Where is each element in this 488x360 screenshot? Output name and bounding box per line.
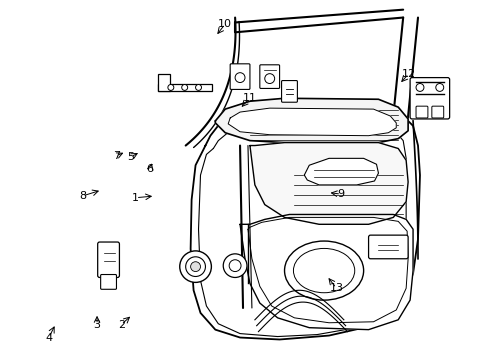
Polygon shape xyxy=(228,108,395,136)
Circle shape xyxy=(195,85,201,90)
Circle shape xyxy=(264,74,274,84)
Circle shape xyxy=(167,85,173,90)
FancyBboxPatch shape xyxy=(259,65,279,89)
Text: 12: 12 xyxy=(401,69,415,79)
Circle shape xyxy=(229,260,241,271)
FancyBboxPatch shape xyxy=(230,64,249,89)
Text: 11: 11 xyxy=(242,94,256,103)
Text: 3: 3 xyxy=(93,320,101,330)
FancyBboxPatch shape xyxy=(415,106,427,118)
Text: 1: 1 xyxy=(132,193,139,203)
FancyBboxPatch shape xyxy=(101,275,116,289)
FancyBboxPatch shape xyxy=(409,78,449,119)
Text: 4: 4 xyxy=(45,333,52,343)
Polygon shape xyxy=(190,103,419,339)
Polygon shape xyxy=(215,98,407,143)
Ellipse shape xyxy=(293,248,354,293)
Polygon shape xyxy=(240,215,412,330)
FancyBboxPatch shape xyxy=(431,106,443,118)
Polygon shape xyxy=(249,143,407,224)
Text: 9: 9 xyxy=(337,189,344,199)
Text: 13: 13 xyxy=(329,283,343,293)
Circle shape xyxy=(190,262,200,271)
Text: 2: 2 xyxy=(118,320,124,330)
FancyBboxPatch shape xyxy=(368,235,407,259)
Circle shape xyxy=(185,257,205,276)
FancyBboxPatch shape xyxy=(281,81,297,102)
Circle shape xyxy=(235,73,244,82)
Circle shape xyxy=(180,251,211,282)
Text: 5: 5 xyxy=(127,152,134,162)
Circle shape xyxy=(182,85,187,90)
Ellipse shape xyxy=(284,241,363,300)
Polygon shape xyxy=(304,158,378,185)
Text: 10: 10 xyxy=(218,19,232,29)
Bar xyxy=(158,84,212,91)
Circle shape xyxy=(435,84,443,91)
Circle shape xyxy=(415,84,423,91)
Text: 8: 8 xyxy=(79,191,86,201)
FancyBboxPatch shape xyxy=(98,242,119,278)
Text: 7: 7 xyxy=(113,151,120,161)
Text: 6: 6 xyxy=(146,165,153,174)
Circle shape xyxy=(223,254,246,278)
Bar xyxy=(158,74,169,91)
